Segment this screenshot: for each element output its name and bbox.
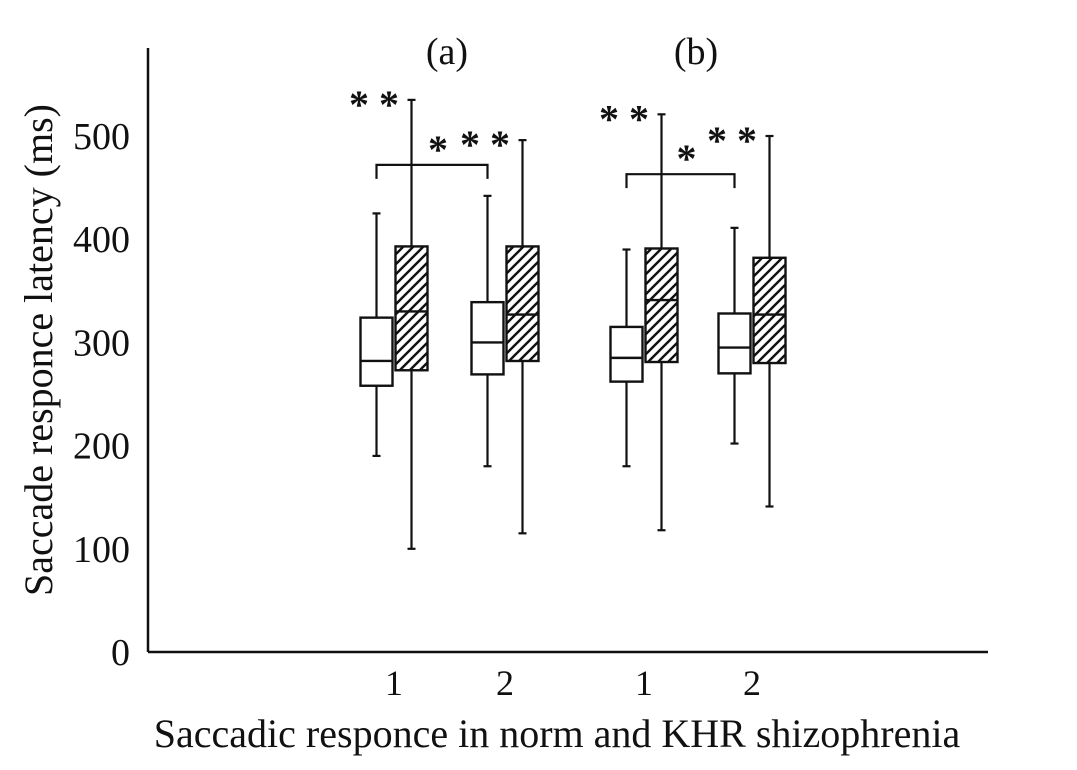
plain-box bbox=[359, 212, 394, 458]
bracket-star: * bbox=[428, 127, 448, 172]
hatched-box bbox=[644, 113, 679, 532]
box-group: * * 2 bbox=[707, 118, 787, 703]
significance-stars: * * bbox=[599, 96, 649, 141]
bracket-star: * bbox=[677, 136, 697, 181]
plain-box bbox=[470, 194, 505, 468]
panel-label: (a) bbox=[426, 31, 468, 73]
box-body bbox=[609, 325, 644, 383]
x-tick-label: 2 bbox=[496, 663, 514, 703]
x-axis-title: Saccadic responce in norm and KHR shizop… bbox=[154, 711, 961, 756]
box-body bbox=[359, 316, 394, 387]
box-body bbox=[470, 300, 505, 376]
y-tick-label: 0 bbox=[111, 632, 130, 674]
box-group: * * 1 bbox=[599, 96, 679, 703]
y-tick-label: 200 bbox=[73, 426, 130, 468]
significance-stars: * * bbox=[707, 118, 757, 163]
box-body bbox=[394, 245, 429, 372]
x-tick-label: 2 bbox=[743, 663, 761, 703]
y-tick-labels: 0 100 200 300 400 500 bbox=[73, 116, 130, 674]
hatched-box bbox=[752, 134, 787, 508]
box-body bbox=[752, 256, 787, 365]
box-group: * * 2 bbox=[460, 122, 540, 703]
significance-bracket: * bbox=[375, 127, 489, 179]
box-body bbox=[717, 312, 752, 375]
x-tick-label: 1 bbox=[635, 663, 653, 703]
significance-bracket: * bbox=[625, 136, 736, 189]
y-tick-label: 500 bbox=[73, 116, 130, 158]
y-axis-title: Saccade responce latency (ms) bbox=[16, 104, 61, 596]
plain-box bbox=[717, 226, 752, 445]
box-group: * * 1 bbox=[349, 82, 429, 703]
y-tick-label: 100 bbox=[73, 529, 130, 571]
bracket-line bbox=[625, 173, 736, 189]
plot-area: (a) * * 1 * * 2 * (b) * * 1 * * 2 * bbox=[349, 31, 787, 703]
panel-b: (b) * * 1 * * 2 * bbox=[599, 31, 787, 703]
box-body bbox=[505, 245, 540, 363]
panel-a: (a) * * 1 * * 2 * bbox=[349, 31, 540, 703]
y-tick-label: 400 bbox=[73, 219, 130, 261]
bracket-line bbox=[375, 163, 489, 179]
x-tick-label: 1 bbox=[385, 663, 403, 703]
plain-box bbox=[609, 248, 644, 468]
significance-stars: * * bbox=[460, 122, 510, 167]
hatched-box bbox=[505, 139, 540, 535]
panel-label: (b) bbox=[674, 31, 718, 73]
hatched-box bbox=[394, 98, 429, 550]
y-tick-label: 300 bbox=[73, 322, 130, 364]
box-body bbox=[644, 247, 679, 364]
significance-stars: * * bbox=[349, 82, 399, 127]
